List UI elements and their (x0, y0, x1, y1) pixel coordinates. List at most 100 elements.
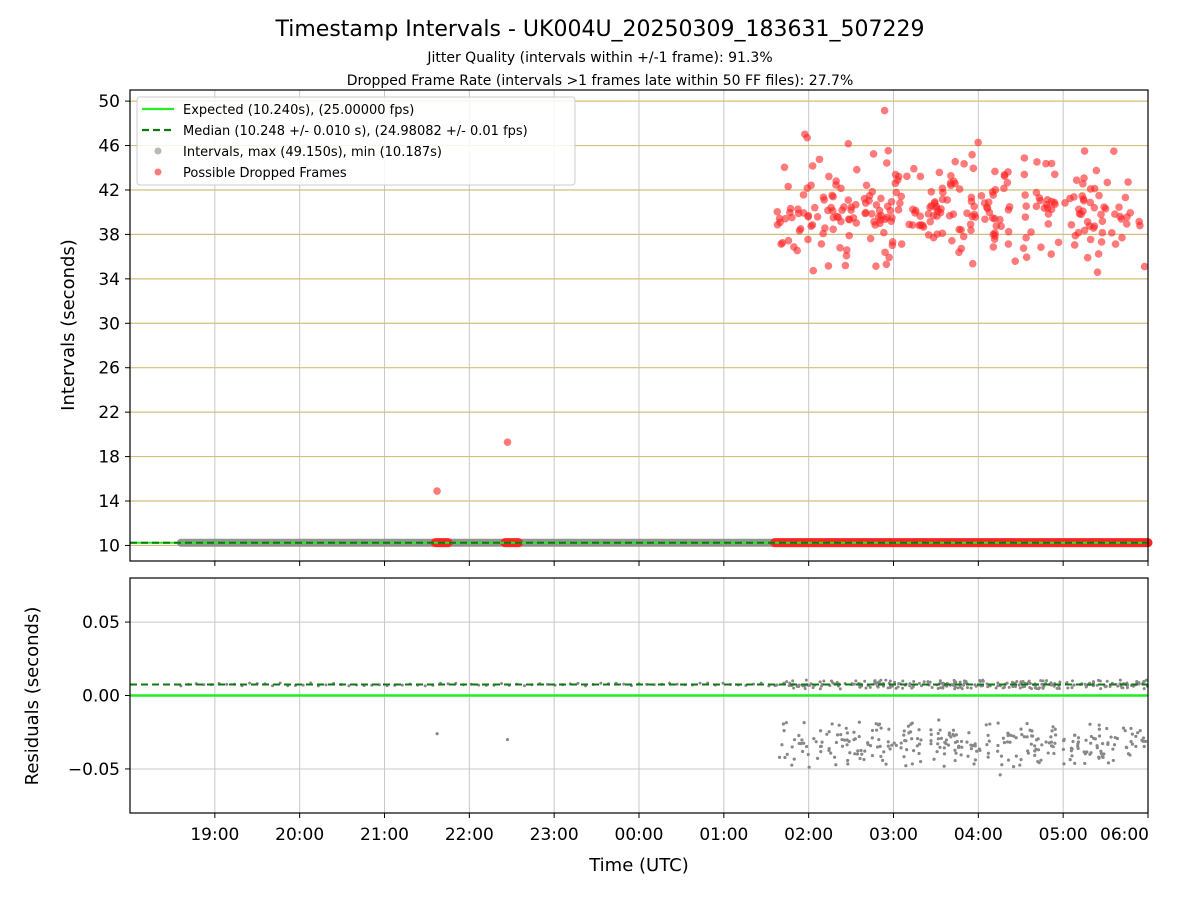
residual-point (985, 682, 989, 686)
residual-point (967, 731, 971, 735)
residual-point (1109, 735, 1113, 739)
x-axis-label: Time (UTC) (588, 855, 689, 876)
residual-point (1022, 735, 1026, 739)
residual-point (902, 729, 906, 733)
residual-point (902, 733, 906, 737)
dropped-frame-point (938, 195, 947, 204)
residual-point (1121, 686, 1125, 690)
residual-point (301, 683, 305, 687)
residual-point (1130, 732, 1134, 736)
dropped-frame-point (950, 177, 958, 186)
bottom-x-ticks: 19:00 20:00 21:00 22:00 23:00 00:00 01:00 02:00… (190, 813, 1149, 845)
dropped-frame-point (1107, 228, 1116, 237)
dropped-frame-point (966, 220, 975, 229)
dropped-frame-point (1101, 204, 1110, 213)
residual-point (1037, 761, 1041, 765)
dropped-frame-point (1103, 178, 1112, 187)
dropped-frame-point (1098, 228, 1107, 237)
residual-point (832, 755, 837, 759)
residual-point (959, 739, 964, 744)
dropped-frame-point (1080, 147, 1089, 155)
residual-point (1130, 742, 1135, 746)
dropped-frame-point (799, 209, 808, 217)
residual-point (919, 760, 923, 764)
legend-intervals-swatch (154, 147, 162, 155)
dropped-frame-point (784, 236, 793, 245)
residual-point (1039, 679, 1043, 683)
residual-point (954, 751, 958, 755)
residual-point (1045, 679, 1049, 683)
residual-point (1061, 739, 1066, 743)
dropped-frame-point (1042, 159, 1050, 168)
residual-point (878, 744, 882, 748)
dropped-frame-point (1080, 174, 1088, 182)
residual-point (986, 685, 990, 689)
residual-point (873, 679, 877, 683)
residual-point (909, 730, 913, 734)
residual-point (1020, 732, 1024, 737)
dropped-frame-point (829, 225, 837, 234)
residual-point (835, 733, 840, 737)
dropped-frame-point (977, 192, 986, 200)
residual-point (1008, 740, 1012, 744)
residual-point (941, 684, 945, 688)
residual-point (792, 686, 796, 690)
dropped-frame-point (1036, 196, 1045, 205)
residual-point (862, 757, 866, 762)
residual-point (435, 732, 439, 736)
residual-point (801, 749, 805, 754)
residual-point (1040, 743, 1044, 747)
chart-subtitle-jitter: Jitter Quality (intervals within +/-1 fr… (426, 50, 772, 66)
residual-point (855, 752, 860, 756)
residual-point (721, 681, 725, 685)
residual-point (804, 744, 809, 749)
dropped-frame-point (1070, 241, 1079, 249)
dropped-frame-point (845, 231, 853, 240)
dropped-frame-point (963, 209, 971, 217)
residual-point (942, 746, 946, 750)
residual-point (1118, 678, 1122, 682)
x-tick-label: 03:00 (869, 825, 918, 845)
residual-point (857, 720, 861, 724)
residual-point (879, 754, 883, 759)
dropped-frame-point (776, 218, 784, 227)
residual-point (973, 758, 978, 762)
residual-point (844, 726, 848, 730)
residual-point (827, 730, 831, 734)
dropped-frame-point (951, 157, 960, 166)
dropped-frame-point (852, 165, 861, 174)
residual-point (1013, 685, 1017, 689)
dropped-frame-point (799, 191, 808, 199)
residual-point (818, 687, 822, 691)
dropped-frame-point (989, 243, 998, 251)
residual-point (877, 722, 882, 726)
dropped-frame-point (784, 182, 792, 191)
dropped-frame-point (981, 215, 989, 224)
dropped-frame-point (1021, 213, 1030, 221)
legend-intervals-label: Intervals, max (49.150s), min (10.187s) (183, 145, 442, 160)
residual-point (400, 683, 404, 687)
residual-point (1138, 729, 1142, 733)
residual-point (839, 733, 843, 737)
residual-point (1007, 685, 1011, 689)
residual-point (792, 738, 797, 742)
residual-point (915, 736, 920, 741)
dropped-frame-point (1092, 166, 1101, 175)
bottom-plot-data (130, 678, 1149, 777)
x-tick-label: 20:00 (275, 825, 324, 845)
residual-point (901, 679, 905, 683)
dropped-frame-point (894, 206, 903, 214)
residual-point (978, 679, 982, 683)
dropped-frame-point (955, 225, 963, 234)
dropped-frame-point (827, 203, 835, 212)
residual-point (324, 683, 328, 687)
residual-point (784, 721, 788, 725)
dropped-frame-point (872, 262, 880, 270)
residual-point (1065, 681, 1069, 685)
residual-point (996, 681, 1000, 685)
residual-point (942, 752, 947, 756)
chart-subtitle-dropped: Dropped Frame Rate (intervals >1 frames … (347, 73, 854, 89)
dropped-frame-point (960, 160, 968, 168)
residual-point (818, 680, 822, 684)
residual-point (858, 756, 862, 761)
